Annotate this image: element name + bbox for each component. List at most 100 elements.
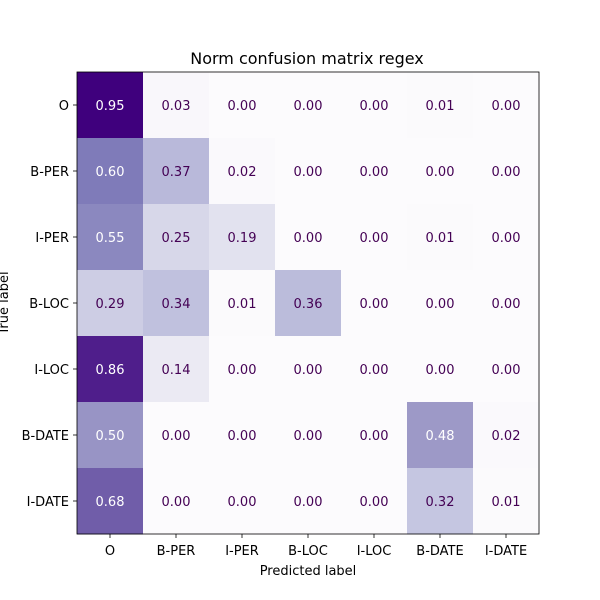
heatmap-cell-6-3 (275, 468, 342, 535)
heatmap-cell-5-2 (209, 402, 276, 469)
heatmap-cell-3-3 (275, 270, 342, 337)
cell-value-labels: 0.95 0.03 0.00 0.00 0.00 0.01 0.00 0.60 0.37 0.02… (96, 99, 521, 510)
heatmap-cell-3-2 (209, 270, 276, 337)
x-tick-label-1: B-PER (157, 544, 196, 559)
heatmap-cell-2-4 (341, 204, 408, 271)
cell-value-3-3: 0.36 (294, 297, 323, 312)
heatmap-cell-4-5 (407, 336, 474, 403)
cell-value-4-5: 0.00 (426, 363, 455, 378)
y-tick-label-3: B-LOC (29, 297, 69, 312)
cell-value-5-2: 0.00 (228, 429, 257, 444)
heatmap-cell-5-3 (275, 402, 342, 469)
cell-value-2-2: 0.19 (228, 231, 257, 246)
heatmap-cell-6-2 (209, 468, 276, 535)
cell-value-3-4: 0.00 (360, 297, 389, 312)
heatmap-cell-3-6 (473, 270, 540, 337)
cell-value-5-3: 0.00 (294, 429, 323, 444)
heatmap-cell-4-6 (473, 336, 540, 403)
cell-value-1-4: 0.00 (360, 165, 389, 180)
heatmap-cell-1-5 (407, 138, 474, 205)
heatmap-cell-5-6 (473, 402, 540, 469)
cell-value-0-2: 0.00 (228, 99, 257, 114)
y-tick-label-2: I-PER (35, 231, 69, 246)
y-tick-label-0: O (59, 99, 69, 114)
cell-value-0-3: 0.00 (294, 99, 323, 114)
heatmap-cell-5-5 (407, 402, 474, 469)
heatmap-cell-6-6 (473, 468, 540, 535)
cell-value-3-6: 0.00 (492, 297, 521, 312)
heatmap-cell-0-1 (143, 72, 210, 139)
heatmap-cell-2-0 (77, 204, 144, 271)
cell-value-4-4: 0.00 (360, 363, 389, 378)
cell-value-5-4: 0.00 (360, 429, 389, 444)
y-axis-ticks: O B-PER I-PER B-LOC I-LOC B-DATE I-DATE (22, 99, 77, 510)
heatmap-cell-0-5 (407, 72, 474, 139)
heatmap-cell-6-1 (143, 468, 210, 535)
cell-value-6-3: 0.00 (294, 495, 323, 510)
x-tick-label-3: B-LOC (288, 544, 328, 559)
cell-value-3-0: 0.29 (96, 297, 125, 312)
cell-value-4-3: 0.00 (294, 363, 323, 378)
heatmap-cell-1-6 (473, 138, 540, 205)
heatmap-cell-1-2 (209, 138, 276, 205)
cell-value-6-1: 0.00 (162, 495, 191, 510)
y-tick-label-4: I-LOC (34, 363, 69, 378)
cell-value-6-4: 0.00 (360, 495, 389, 510)
heatmap-cell-3-5 (407, 270, 474, 337)
heatmap-cell-5-4 (341, 402, 408, 469)
cell-value-0-0: 0.95 (96, 99, 125, 114)
cell-value-5-6: 0.02 (492, 429, 521, 444)
heatmap-cell-1-1 (143, 138, 210, 205)
x-tick-label-0: O (105, 544, 115, 559)
cell-value-5-5: 0.48 (426, 429, 455, 444)
cell-value-2-1: 0.25 (162, 231, 191, 246)
cell-value-1-0: 0.60 (96, 165, 125, 180)
cell-value-3-5: 0.00 (426, 297, 455, 312)
cell-value-5-0: 0.50 (96, 429, 125, 444)
cell-value-4-0: 0.86 (96, 363, 125, 378)
heatmap-cell-4-2 (209, 336, 276, 403)
heatmap-cell-0-2 (209, 72, 276, 139)
cell-value-4-2: 0.00 (228, 363, 257, 378)
heatmap-cell-3-0 (77, 270, 144, 337)
cell-value-1-5: 0.00 (426, 165, 455, 180)
heatmap-cell-4-4 (341, 336, 408, 403)
heatmap-cell-2-3 (275, 204, 342, 271)
heatmap-cell-2-2 (209, 204, 276, 271)
heatmap-cell-4-3 (275, 336, 342, 403)
cell-value-1-1: 0.37 (162, 165, 191, 180)
cell-value-0-6: 0.00 (492, 99, 521, 114)
cell-value-2-5: 0.01 (426, 231, 455, 246)
heatmap-cell-0-6 (473, 72, 540, 139)
cell-value-6-2: 0.00 (228, 495, 257, 510)
heatmap-cell-6-5 (407, 468, 474, 535)
chart-title: Norm confusion matrix regex (190, 49, 424, 68)
heatmap-cell-3-4 (341, 270, 408, 337)
cell-value-4-6: 0.00 (492, 363, 521, 378)
cell-value-1-6: 0.00 (492, 165, 521, 180)
heatmap-cell-1-0 (77, 138, 144, 205)
y-tick-label-1: B-PER (30, 165, 69, 180)
y-tick-label-5: B-DATE (22, 429, 69, 444)
heatmap-cell-4-1 (143, 336, 210, 403)
heatmap-cells (77, 72, 540, 535)
cell-value-0-5: 0.01 (426, 99, 455, 114)
x-tick-label-6: I-DATE (485, 544, 527, 559)
cell-value-2-3: 0.00 (294, 231, 323, 246)
x-tick-label-2: I-PER (225, 544, 259, 559)
heatmap-cell-1-4 (341, 138, 408, 205)
cell-value-6-0: 0.68 (96, 495, 125, 510)
heatmap-cell-2-5 (407, 204, 474, 271)
x-axis-ticks: O B-PER I-PER B-LOC I-LOC B-DATE I-DATE (105, 534, 527, 559)
heatmap-cell-6-0 (77, 468, 144, 535)
x-tick-label-5: B-DATE (416, 544, 463, 559)
x-tick-label-4: I-LOC (357, 544, 392, 559)
x-axis-label: Predicted label (260, 564, 357, 579)
heatmap-cell-3-1 (143, 270, 210, 337)
cell-value-4-1: 0.14 (162, 363, 191, 378)
heatmap-cell-2-1 (143, 204, 210, 271)
cell-value-0-1: 0.03 (162, 99, 191, 114)
cell-value-6-6: 0.01 (492, 495, 521, 510)
heatmap-cell-0-3 (275, 72, 342, 139)
